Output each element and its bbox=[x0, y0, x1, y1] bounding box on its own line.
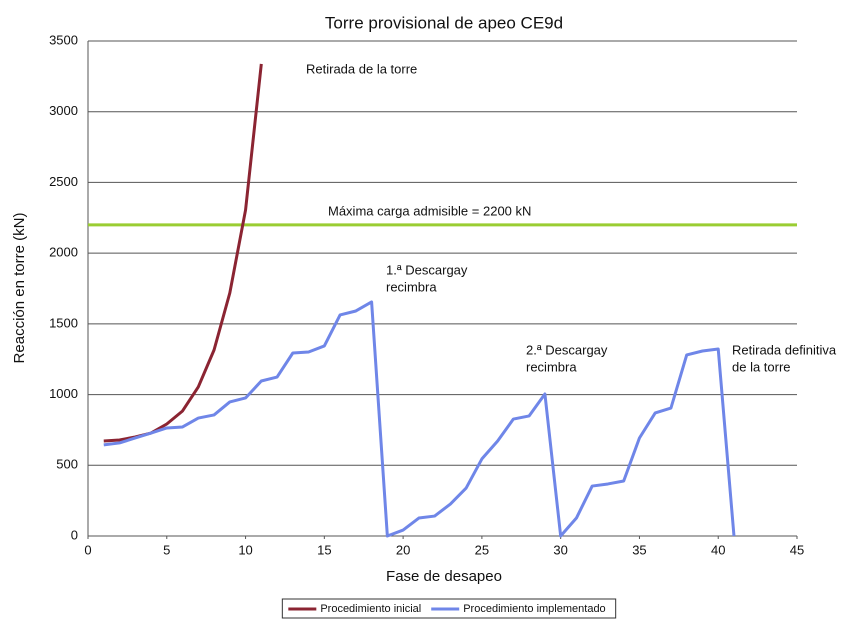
legend: Procedimiento inicial Procedimiento imple… bbox=[281, 598, 617, 619]
x-tick-label: 40 bbox=[711, 542, 725, 557]
y-axis-label: Reacción en torre (kN) bbox=[11, 213, 28, 364]
y-tick-label: 1000 bbox=[49, 386, 78, 401]
y-tick-label: 1500 bbox=[49, 315, 78, 330]
x-tick-label: 45 bbox=[790, 542, 804, 557]
x-tick-label: 20 bbox=[396, 542, 410, 557]
y-tick-label: 3000 bbox=[49, 103, 78, 118]
x-tick-label: 15 bbox=[317, 542, 331, 557]
y-tick-label: 500 bbox=[56, 457, 78, 472]
annotation: Máxima carga admisible = 2200 kN bbox=[328, 203, 531, 218]
x-tick-label: 10 bbox=[238, 542, 252, 557]
annotation: recimbra bbox=[386, 279, 437, 294]
x-axis-label: Fase de desapeo bbox=[386, 568, 502, 585]
annotation: 2.ª Descargay bbox=[526, 342, 608, 357]
annotation: Retirada definitiva bbox=[732, 342, 837, 357]
x-tick-label: 5 bbox=[163, 542, 170, 557]
chart-title: Torre provisional de apeo CE9d bbox=[325, 13, 563, 32]
series-line bbox=[103, 63, 263, 443]
y-tick-label: 0 bbox=[71, 527, 78, 542]
annotation: recimbra bbox=[526, 359, 577, 374]
x-tick-label: 35 bbox=[632, 542, 646, 557]
annotation: Retirada de la torre bbox=[306, 61, 417, 76]
legend-label: Procedimiento inicial bbox=[320, 603, 421, 615]
y-tick-label: 2000 bbox=[49, 245, 78, 260]
y-tick-label: 2500 bbox=[49, 174, 78, 189]
x-tick-label: 30 bbox=[553, 542, 567, 557]
annotation: 1.ª Descargay bbox=[386, 262, 468, 277]
x-tick-label: 0 bbox=[84, 542, 91, 557]
annotation: de la torre bbox=[732, 359, 791, 374]
x-tick-label: 25 bbox=[475, 542, 489, 557]
legend-label: Procedimiento implementado bbox=[463, 603, 605, 615]
y-tick-label: 3500 bbox=[49, 32, 78, 47]
series-line bbox=[103, 300, 736, 538]
